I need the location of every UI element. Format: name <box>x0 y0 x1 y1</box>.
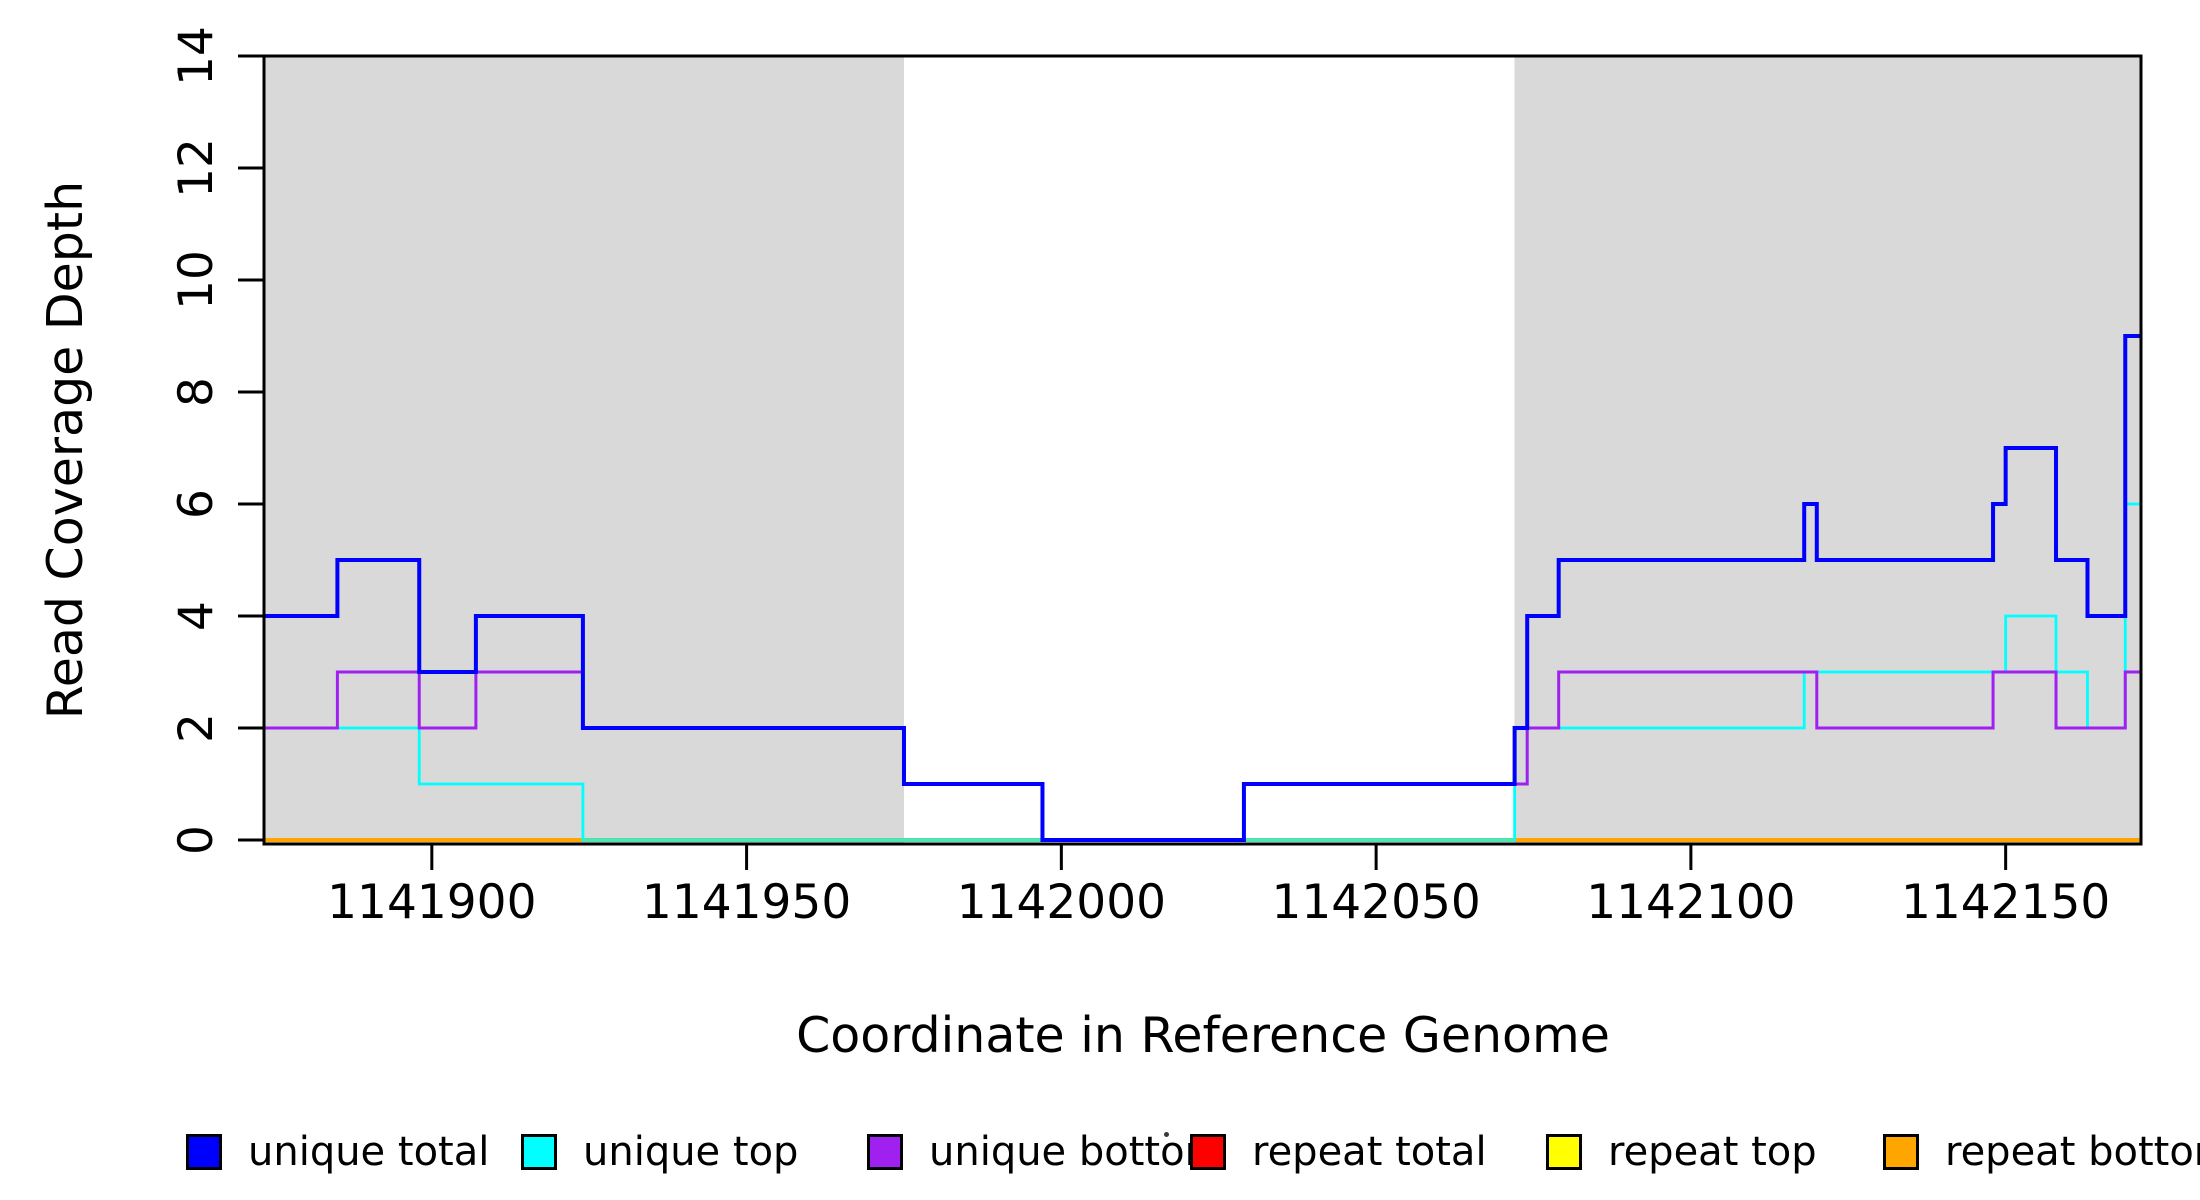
x-tick-label-1141900: 1141900 <box>327 875 536 930</box>
legend-item-unique-top: unique top <box>521 1128 798 1176</box>
legend-label: unique total <box>248 1129 490 1175</box>
x-tick-label-1141950: 1141950 <box>642 875 851 930</box>
y-tick-label-4: 4 <box>169 601 224 631</box>
x-tick-label-1142100: 1142100 <box>1586 875 1795 930</box>
legend-label: unique bottom <box>929 1129 1224 1175</box>
legend-item-repeat-bottom: repeat bottom <box>1883 1128 2200 1176</box>
y-tick-label-6: 6 <box>169 489 224 519</box>
y-tick-label-12: 12 <box>169 138 224 198</box>
series-lines <box>265 334 2141 842</box>
x-tick-label-1142000: 1142000 <box>957 875 1166 930</box>
legend-label: repeat total <box>1252 1129 1487 1175</box>
repeat-total-swatch-icon <box>1190 1134 1226 1170</box>
artifact-dot <box>1164 1132 1169 1137</box>
y-tick-label-14: 14 <box>169 26 224 86</box>
x-axis-title: Coordinate in Reference Genome <box>796 1007 1610 1064</box>
y-tick-label-2: 2 <box>169 713 224 743</box>
legend-item-unique-bottom: unique bottom <box>867 1128 1224 1176</box>
unique-top-swatch-icon <box>521 1134 557 1170</box>
legend-label: unique top <box>583 1129 799 1175</box>
repeat-top-swatch-icon <box>1546 1134 1582 1170</box>
x-tick-label-1142050: 1142050 <box>1271 875 1480 930</box>
y-tick-label-0: 0 <box>169 825 224 855</box>
series-line-unique-total <box>265 334 2141 842</box>
series-line-unique-top <box>265 502 2141 842</box>
shaded-repeat-regions <box>265 56 2141 844</box>
repeat-bottom-swatch-icon <box>1883 1134 1919 1170</box>
x-tick-label-1142150: 1142150 <box>1901 875 2110 930</box>
y-tick-label-10: 10 <box>169 250 224 310</box>
unique-total-swatch-icon <box>186 1134 222 1170</box>
legend-item-repeat-total: repeat total <box>1190 1128 1487 1176</box>
unique-bottom-swatch-icon <box>867 1134 903 1170</box>
y-axis-title: Read Coverage Depth <box>37 181 94 719</box>
legend-item-repeat-top: repeat top <box>1546 1128 1817 1176</box>
y-axis-ticks: 0 2 4 6 8 10 12 14 <box>169 26 264 855</box>
legend: unique total unique top unique bottom re… <box>0 1128 2200 1176</box>
legend-item-unique-total: unique total <box>186 1128 489 1176</box>
x-axis-ticks: 1141900 1141950 1142000 1142050 1142100 11421… <box>327 844 2110 930</box>
legend-label: repeat bottom <box>1945 1129 2200 1175</box>
plot-border-box <box>262 54 2143 846</box>
legend-label: repeat top <box>1608 1129 1817 1175</box>
y-tick-label-8: 8 <box>169 377 224 407</box>
